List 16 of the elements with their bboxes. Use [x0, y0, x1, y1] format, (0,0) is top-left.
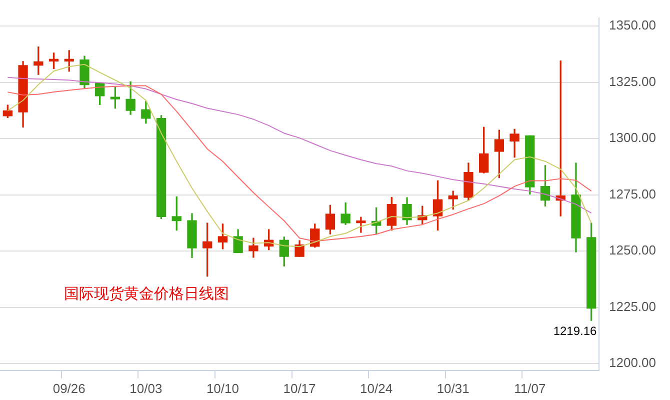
- y-tick-label: 1250.00: [609, 242, 656, 258]
- y-tick-label: 1325.00: [609, 74, 656, 89]
- text: 国际现货黄金价格日线图: [64, 284, 229, 302]
- y-tick-label: 1300.00: [609, 130, 656, 146]
- x-tick-label: 10/24: [360, 380, 393, 396]
- x-tick-label: 10/10: [206, 380, 239, 396]
- y-tick-label: 1200.00: [609, 355, 656, 370]
- x-tick-label: 10/31: [436, 380, 470, 396]
- y-tick-label: 1350.00: [609, 18, 656, 33]
- x-tick-label: 10/03: [130, 380, 162, 396]
- y-tick-label: 1275.00: [609, 186, 656, 202]
- y-tick-label: 1225.00: [609, 298, 656, 314]
- x-tick-label: 09/26: [52, 380, 86, 396]
- annotation: 1219.16: [553, 324, 598, 338]
- x-tick-label: 11/07: [514, 380, 546, 396]
- x-tick-label: 10/17: [283, 380, 316, 396]
